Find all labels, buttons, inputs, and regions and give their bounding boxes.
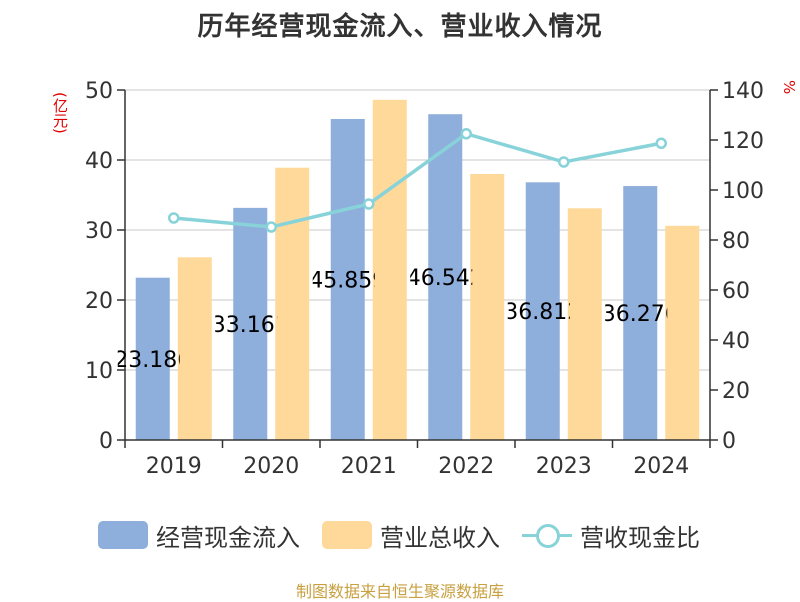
- right-tick-label: 40: [722, 329, 750, 354]
- line-point-ratio: [363, 198, 375, 210]
- bar-cash-inflow: [330, 118, 365, 440]
- data-label-cash-inflow: 33.161: [212, 313, 289, 338]
- x-tick-label: 2021: [341, 454, 397, 479]
- bar-cash-inflow: [428, 114, 463, 441]
- legend: 经营现金流入 营业总收入 营收现金比: [0, 515, 800, 555]
- legend-item-revenue[interactable]: 营业总收入: [322, 515, 500, 555]
- data-label-cash-inflow: 36.276: [602, 302, 679, 327]
- legend-swatch-cash-inflow: [98, 521, 148, 549]
- line-point-ratio: [655, 137, 667, 149]
- bar-cash-inflow: [525, 182, 560, 441]
- left-tick-label: 50: [85, 79, 113, 104]
- bar-revenue: [372, 99, 407, 441]
- bar-revenue: [665, 225, 700, 440]
- legend-swatch-revenue: [322, 521, 372, 549]
- source-note: 制图数据来自恒生聚源数据库: [295, 582, 504, 601]
- legend-line-marker-icon: [522, 521, 572, 549]
- line-point-ratio: [168, 212, 180, 224]
- data-label-cash-inflow: 45.859: [309, 268, 386, 293]
- line-point-ratio: [265, 221, 277, 233]
- bar-revenue: [470, 174, 505, 440]
- legend-item-ratio[interactable]: 营收现金比: [522, 515, 700, 555]
- chart-title: 历年经营现金流入、营业收入情况: [197, 12, 603, 42]
- legend-item-cash-inflow[interactable]: 经营现金流入: [98, 515, 300, 555]
- left-tick-label: 0: [99, 429, 113, 454]
- right-tick-label: 140: [722, 79, 764, 104]
- right-tick-label: 0: [722, 429, 736, 454]
- left-axis-label: (亿元): [51, 92, 69, 134]
- data-label-cash-inflow: 36.812: [504, 300, 581, 325]
- legend-label-revenue: 营业总收入: [380, 523, 500, 552]
- left-tick-label: 30: [85, 219, 113, 244]
- x-tick-label: 2020: [243, 454, 299, 479]
- right-axis-label: %: [780, 80, 798, 95]
- right-tick-label: 80: [722, 229, 750, 254]
- right-tick-label: 100: [722, 179, 764, 204]
- legend-label-ratio: 营收现金比: [580, 523, 700, 552]
- left-tick-label: 40: [85, 149, 113, 174]
- x-tick-label: 2024: [633, 454, 689, 479]
- bar-revenue: [567, 208, 602, 440]
- right-tick-label: 20: [722, 379, 750, 404]
- data-label-cash-inflow: 46.542: [407, 266, 484, 291]
- line-point-ratio: [460, 128, 472, 140]
- line-ratio: [173, 131, 662, 229]
- x-tick-label: 2022: [438, 454, 494, 479]
- x-tick-label: 2019: [146, 454, 202, 479]
- line-point-ratio: [558, 156, 570, 168]
- right-tick-label: 60: [722, 279, 750, 304]
- left-tick-label: 10: [85, 359, 113, 384]
- bar-cash-inflow: [623, 186, 658, 440]
- bar-cash-inflow: [233, 207, 268, 440]
- right-tick-label: 120: [722, 129, 764, 154]
- left-tick-label: 20: [85, 289, 113, 314]
- bar-cash-inflow: [135, 277, 170, 440]
- bar-revenue: [177, 257, 212, 440]
- bar-revenue: [275, 167, 310, 440]
- x-tick-label: 2023: [536, 454, 592, 479]
- data-label-cash-inflow: 23.186: [114, 348, 191, 373]
- legend-label-cash-inflow: 经营现金流入: [156, 523, 300, 552]
